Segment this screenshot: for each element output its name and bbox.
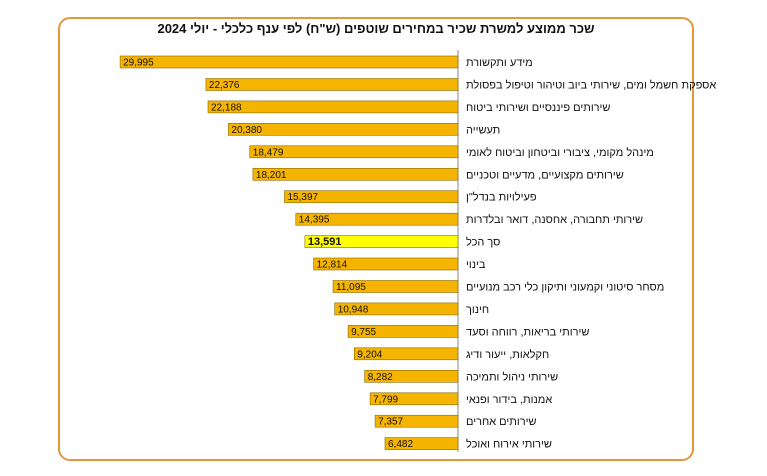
data-label: 15,397 — [288, 192, 319, 203]
chart-title: שכר ממוצע למשרת שכיר במחירים שוטפים (ש"ח… — [157, 21, 595, 36]
category-label: אמנות, בידור ופנאי — [466, 394, 552, 406]
category-label: מידע ותקשורת — [466, 57, 533, 69]
category-label: שירותים אחרים — [466, 416, 537, 428]
data-label: 14,395 — [299, 215, 330, 226]
category-label: תעשייה — [466, 124, 500, 136]
category-label: שירותי אירוח ואוכל — [466, 438, 552, 451]
bar — [374, 414, 459, 428]
bar — [252, 168, 459, 181]
bar — [284, 190, 459, 203]
category-label: חינוך — [466, 304, 489, 316]
data-label: 20,380 — [231, 125, 262, 136]
bar — [353, 347, 459, 361]
bar — [205, 78, 459, 91]
category-label: סך הכל — [466, 236, 500, 249]
bar — [334, 302, 459, 316]
bar — [207, 100, 459, 114]
bar — [119, 55, 459, 69]
bar — [347, 325, 459, 338]
data-label: 22,188 — [211, 102, 242, 113]
bar — [332, 280, 459, 293]
data-label: 10,948 — [338, 304, 369, 315]
data-label: 12,814 — [317, 260, 348, 271]
data-label: 18,479 — [253, 147, 284, 158]
bar — [369, 392, 459, 406]
bar — [384, 437, 459, 450]
bar — [364, 369, 459, 383]
data-label: 13,591 — [308, 236, 342, 248]
bar-total — [304, 235, 459, 248]
category-label: שירותים פיננסיים ושירותי ביטוח — [466, 102, 610, 114]
data-label: 11,095 — [336, 282, 366, 293]
data-label: 7,357 — [378, 417, 403, 428]
category-label: חקלאות, ייעור ודיג — [466, 348, 549, 361]
category-label: מינהל מקומי, ציבורי וביטחון וביטוח לאומי — [466, 146, 654, 159]
category-label: פעילויות בנדל"ן — [466, 191, 537, 204]
bar — [249, 145, 459, 159]
bar — [313, 257, 459, 271]
category-label: שירותי בריאות, רווחה וסעד — [466, 326, 589, 338]
data-label: 9,755 — [351, 327, 376, 338]
data-label: 29,995 — [123, 58, 154, 69]
data-label: 18,201 — [256, 170, 287, 181]
data-label: 9,204 — [357, 349, 382, 360]
data-label: 6,482 — [388, 439, 413, 450]
data-label: 8,282 — [368, 372, 393, 383]
category-label: שירותי תחבורה, אחסנה, דואר ובלדרות — [466, 213, 643, 226]
category-label: שירותי ניהול ותמיכה — [466, 370, 558, 383]
data-label: 22,376 — [209, 80, 240, 91]
category-label: בינוי — [466, 259, 486, 271]
bar — [295, 212, 459, 226]
data-label: 7,799 — [373, 394, 398, 405]
bar — [228, 123, 459, 136]
category-label: שירותים מקצועיים, מדעיים וטכניים — [466, 169, 624, 181]
category-label: מסחר סיטוני וקמעוני ותיקון כלי רכב מנועי… — [466, 281, 664, 294]
category-label: אספקת חשמל ומים, שירותי ביוב וטיהור וטיפ… — [466, 79, 716, 92]
